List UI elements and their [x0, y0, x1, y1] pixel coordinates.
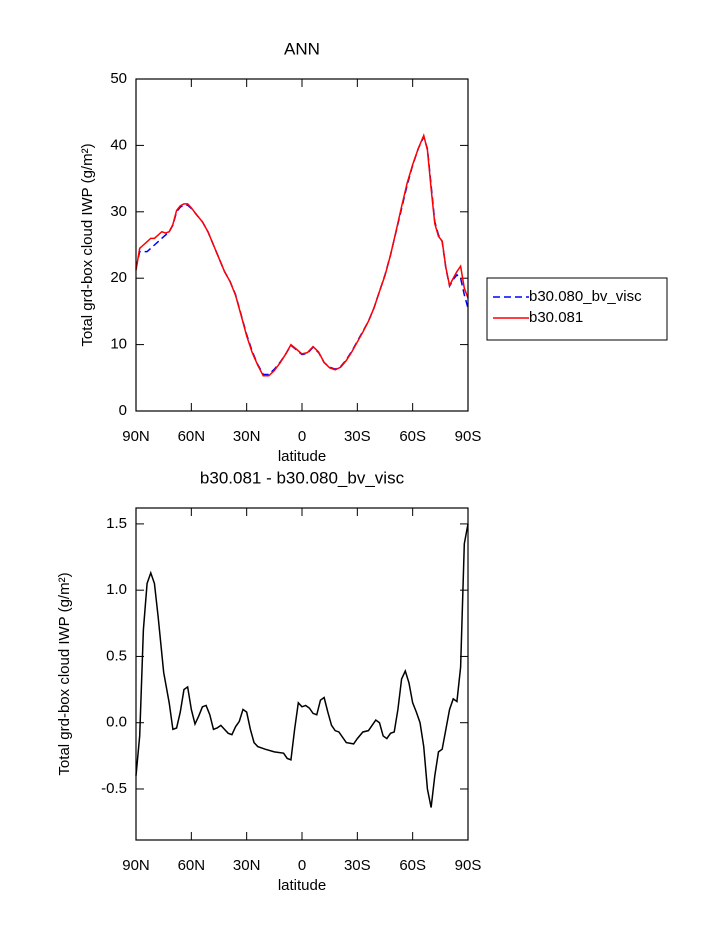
x-tick-label: 60S: [399, 428, 426, 445]
y-tick-label: 50: [110, 70, 127, 87]
x-tick-label: 30N: [233, 428, 261, 445]
data-line: [135, 133, 469, 377]
x-tick-label: 60N: [178, 857, 206, 874]
y-tick-label: 0: [119, 402, 127, 419]
y-tick-label: 0.5: [106, 647, 127, 664]
y-tick-label: 1.0: [106, 581, 127, 598]
y-axis-label: Total grd-box cloud IWP (g/m²): [79, 143, 96, 346]
legend-label: b30.081: [529, 309, 583, 326]
y-axis-label: Total grd-box cloud IWP (g/m²): [56, 572, 73, 775]
x-tick-label: 90S: [455, 857, 482, 874]
data-line: [135, 523, 469, 808]
y-tick-label: 30: [110, 203, 127, 220]
chart-title: b30.081 - b30.080_bv_visc: [200, 468, 405, 487]
y-tick-label: 0.0: [106, 714, 127, 731]
y-tick-label: 40: [110, 136, 127, 153]
chart-title: ANN: [284, 39, 320, 58]
y-tick-label: 10: [110, 336, 127, 353]
x-tick-label: 0: [298, 857, 306, 874]
data-line: [135, 134, 469, 376]
x-tick-label: 60S: [399, 857, 426, 874]
x-axis-label: latitude: [278, 877, 326, 894]
y-tick-label: 1.5: [106, 515, 127, 532]
x-tick-label: 30S: [344, 428, 371, 445]
plot-frame: [135, 78, 469, 412]
y-tick-label: 20: [110, 269, 127, 286]
x-tick-label: 30S: [344, 857, 371, 874]
plot-frame: [135, 507, 469, 841]
legend-label: b30.080_bv_visc: [529, 288, 642, 305]
x-tick-label: 90S: [455, 428, 482, 445]
y-tick-label: -0.5: [101, 780, 127, 797]
x-axis-label: latitude: [278, 448, 326, 465]
x-tick-label: 60N: [178, 428, 206, 445]
x-tick-label: 90N: [122, 857, 150, 874]
legend-box: [486, 277, 668, 341]
x-tick-label: 90N: [122, 428, 150, 445]
x-tick-label: 30N: [233, 857, 261, 874]
x-tick-label: 0: [298, 428, 306, 445]
